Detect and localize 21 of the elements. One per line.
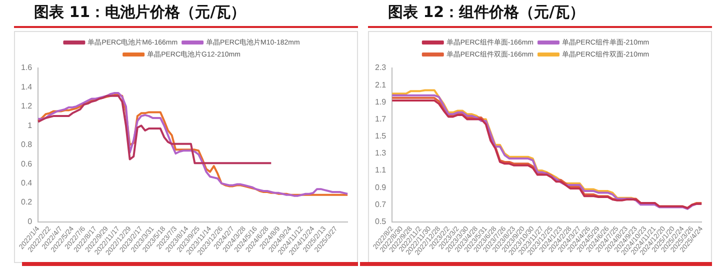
y-tick-label: 0.2 <box>20 198 33 207</box>
y-tick-label: 2.3 <box>374 63 387 72</box>
y-tick-label: 1 <box>28 120 33 130</box>
y-tick-label: 1.2 <box>20 102 33 111</box>
y-tick-label: 1.1 <box>374 166 387 175</box>
y-tick-label: 0.4 <box>20 178 33 188</box>
y-tick-label: 1.3 <box>374 148 387 158</box>
y-tick-label: 0.8 <box>20 140 33 150</box>
chart-title: 图表 11：电池片价格（元/瓦） <box>33 2 247 23</box>
y-tick-label: 0.5 <box>374 216 387 226</box>
y-tick-label: 0.9 <box>374 182 387 192</box>
chart-title: 图表 12：组件价格（元/瓦） <box>387 2 586 23</box>
y-tick-label: 0.6 <box>20 159 33 168</box>
y-tick-label: 2.1 <box>374 80 387 90</box>
y-tick-label: 1.4 <box>20 82 33 92</box>
y-tick-label: 1.7 <box>374 114 387 124</box>
y-tick-label: 0.7 <box>374 200 387 209</box>
y-tick-label: 0 <box>28 216 33 226</box>
y-tick-label: 1.5 <box>374 132 387 141</box>
y-tick-label: 1.9 <box>374 97 387 106</box>
y-tick-label: 1.6 <box>20 63 33 72</box>
